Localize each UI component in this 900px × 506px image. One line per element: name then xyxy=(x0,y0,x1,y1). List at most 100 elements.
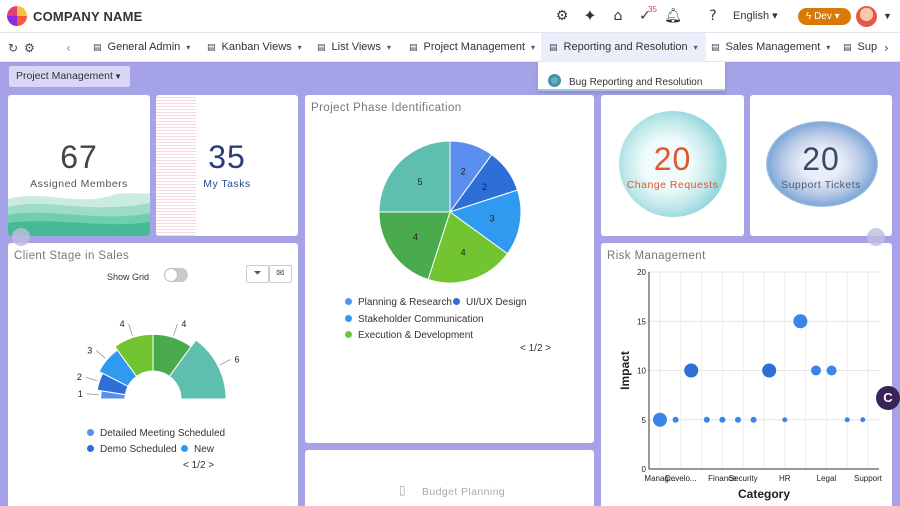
pie-slice[interactable] xyxy=(378,140,451,213)
scatter-point[interactable] xyxy=(684,363,699,378)
show-grid-toggle[interactable] xyxy=(164,268,188,282)
scatter-point[interactable] xyxy=(782,417,788,423)
filter-icon[interactable]: ⏷ xyxy=(246,265,269,283)
legend-stakeholder-communication[interactable]: Stakeholder Communication xyxy=(345,314,484,325)
risk-management-card: Risk Management 0 5 10 15 20 Manag... Develo..… xyxy=(601,243,892,506)
y-tick-label: 20 xyxy=(637,268,646,277)
tab-sales-management[interactable]: ▤ Sales Management ▾ xyxy=(711,41,831,53)
scatter-point[interactable] xyxy=(793,314,808,329)
legend-execution-development[interactable]: Execution & Development xyxy=(345,330,473,341)
tab-kanban-views[interactable]: ▤ Kanban Views ▾ xyxy=(207,41,302,53)
assigned-members-value: 67 xyxy=(60,139,98,175)
store-icon[interactable]: ⌂ xyxy=(613,8,623,24)
change-requests-card[interactable]: 20 Change Requests xyxy=(601,95,744,236)
mail-icon[interactable]: ✉ xyxy=(269,265,292,283)
tab-icon: ▤ xyxy=(317,43,326,53)
tab-project-management[interactable]: ▤ Project Management ▾ xyxy=(409,41,536,53)
scatter-point[interactable] xyxy=(672,416,679,423)
chevron-left-icon[interactable]: ‹ xyxy=(66,41,71,55)
donut-label-line xyxy=(86,393,99,396)
report-icon xyxy=(548,74,561,87)
legend-planning-research[interactable]: Planning & Research xyxy=(345,297,452,308)
donut-label-line xyxy=(219,359,231,366)
scatter-point[interactable] xyxy=(653,412,667,427)
pie-slice-label: 3 xyxy=(490,214,495,224)
legend-detailed-meeting[interactable]: Detailed Meeting Scheduled xyxy=(87,428,225,439)
wave-decoration xyxy=(8,193,150,236)
tab-label: Kanban Views xyxy=(221,41,292,53)
dashboard-filter-select[interactable]: Project Management ▼ xyxy=(9,66,130,87)
environment-button[interactable]: ϟ Dev ▾ xyxy=(798,8,851,25)
tab-icon: ▤ xyxy=(207,43,216,53)
risk-scatter-chart[interactable]: 0 5 10 15 20 Manag...Develo... FinanceSecurity… xyxy=(601,243,892,506)
x-tick-label: Security xyxy=(729,474,758,483)
legend-pager[interactable]: < 1/2 > xyxy=(183,460,215,471)
x-tick-label: HR xyxy=(779,474,791,483)
scatter-point[interactable] xyxy=(860,417,866,423)
my-tasks-value: 35 xyxy=(208,139,246,175)
blob-decoration xyxy=(766,121,878,207)
legend-ui-ux-design[interactable]: UI/UX Design xyxy=(453,297,527,308)
legend-pager[interactable]: < 1/2 > xyxy=(520,343,552,354)
tab-reporting-and-resolution[interactable]: ▤ Reporting and Resolution ▾ xyxy=(541,33,706,62)
dropdown-item-bug-reporting[interactable]: Bug Reporting and Resolution xyxy=(569,77,703,88)
pie-slice[interactable] xyxy=(448,189,522,255)
client-stage-donut-chart[interactable]: 1 2 3 4 4 6 xyxy=(8,313,298,433)
donut-segment[interactable] xyxy=(168,339,227,400)
legend-new[interactable]: New xyxy=(181,444,214,455)
scatter-point[interactable] xyxy=(735,416,741,423)
tab-support[interactable]: ▤ Sup xyxy=(843,33,877,62)
x-tick-label: Develo... xyxy=(665,474,697,483)
project-phase-title: Project Phase Identification xyxy=(311,102,462,114)
assistant-fab-button[interactable]: C xyxy=(876,386,900,410)
scatter-point[interactable] xyxy=(844,417,850,423)
x-tick-label: Support xyxy=(854,474,883,483)
tab-dropdown-menu: Bug Reporting and Resolution xyxy=(538,62,725,91)
tab-label: List Views xyxy=(331,41,381,53)
donut-label-line xyxy=(173,323,178,336)
pie-slice[interactable] xyxy=(378,211,451,281)
y-axis-label: Impact xyxy=(618,351,632,390)
pie-slice-label: 2 xyxy=(461,166,466,176)
tab-icon: ▤ xyxy=(93,43,102,53)
gear-icon[interactable]: ⚙ xyxy=(555,8,569,24)
dollar-doc-icon: ▯ xyxy=(399,483,406,497)
pie-slice[interactable] xyxy=(427,211,509,284)
tab-list-views[interactable]: ▤ List Views ▾ xyxy=(317,41,391,53)
sparkle-icon[interactable]: ✦ xyxy=(583,6,597,25)
my-tasks-card[interactable]: 35 My Tasks xyxy=(156,95,298,236)
legend-demo-scheduled[interactable]: Demo Scheduled xyxy=(87,444,177,455)
settings-icon[interactable]: ⚙ xyxy=(24,41,35,55)
tasks-check-icon[interactable]: ✓ xyxy=(639,8,651,24)
pie-slice-label: 4 xyxy=(413,232,418,242)
legend-label: New xyxy=(194,444,215,455)
donut-segment-label: 6 xyxy=(235,355,240,365)
scatter-point[interactable] xyxy=(750,416,757,423)
company-logo[interactable] xyxy=(7,6,27,26)
tab-general-admin[interactable]: ▤ General Admin ▾ xyxy=(93,41,191,53)
language-selector[interactable]: English ▾ xyxy=(733,10,778,22)
project-phase-pie-chart[interactable]: 2 2 3 4 4 5 xyxy=(305,125,594,325)
help-icon[interactable]: ? xyxy=(709,8,717,24)
scatter-point[interactable] xyxy=(811,365,821,376)
scroll-right-handle[interactable] xyxy=(867,228,885,246)
y-tick-label: 10 xyxy=(637,367,646,376)
scatter-point[interactable] xyxy=(762,363,777,378)
assigned-members-label: Assigned Members xyxy=(30,178,128,190)
chevron-down-icon[interactable]: ▼ xyxy=(883,11,892,21)
scatter-point[interactable] xyxy=(703,416,710,423)
bell-icon[interactable]: 🔔︎ xyxy=(664,8,682,24)
scatter-point[interactable] xyxy=(719,416,726,423)
donut-label-line xyxy=(128,323,133,336)
risk-management-title: Risk Management xyxy=(607,250,706,262)
avatar[interactable] xyxy=(856,6,877,27)
scroll-left-handle[interactable] xyxy=(12,228,30,246)
assigned-members-card[interactable]: 67 Assigned Members xyxy=(8,95,150,236)
scatter-point[interactable] xyxy=(826,365,837,376)
support-tickets-card[interactable]: 20 Support Tickets xyxy=(750,95,892,236)
refresh-icon[interactable]: ↻ xyxy=(8,41,19,55)
filter-value: Project Management xyxy=(16,70,113,82)
chevron-right-icon[interactable]: › xyxy=(884,41,889,55)
tab-label: Sup xyxy=(857,41,878,53)
show-grid-label: Show Grid xyxy=(107,272,150,282)
